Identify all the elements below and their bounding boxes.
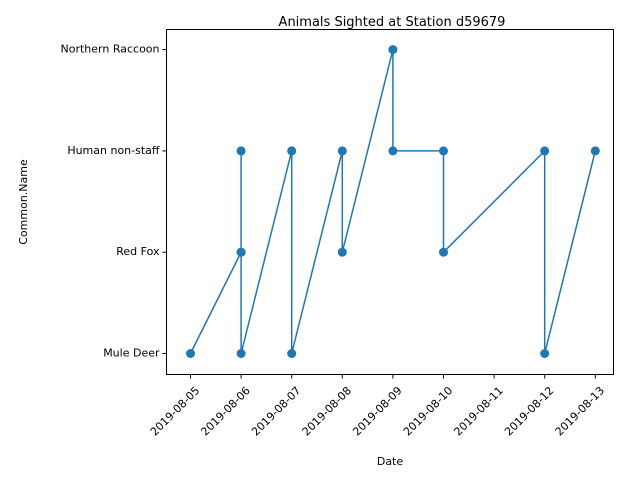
chart-title: Animals Sighted at Station d59679	[279, 15, 506, 30]
data-point	[186, 349, 195, 358]
y-axis-label: Common.Name	[17, 159, 30, 245]
data-point	[337, 146, 347, 156]
data-point	[236, 349, 246, 358]
y-tick-label: Northern Raccoon	[61, 43, 160, 56]
data-point	[287, 349, 297, 358]
data-point	[388, 45, 398, 55]
data-point	[540, 349, 550, 358]
data-point	[388, 146, 398, 156]
plot-area	[186, 45, 600, 358]
data-point	[540, 146, 550, 156]
data-point	[236, 146, 246, 156]
plot-frame	[166, 29, 614, 375]
y-axis-ticks: Mule Deer Red Fox Human non-staff Northern …	[61, 43, 167, 360]
data-point	[337, 247, 347, 257]
y-tick-label: Human non-staff	[67, 144, 160, 157]
data-point	[590, 146, 600, 156]
data-point	[439, 247, 448, 257]
data-point	[439, 146, 448, 156]
data-point	[287, 146, 297, 156]
data-point	[236, 247, 246, 257]
y-tick-label: Mule Deer	[103, 347, 160, 360]
series-line	[189, 48, 597, 355]
x-axis-label: Date	[377, 455, 404, 468]
y-tick-label: Red Fox	[116, 245, 160, 258]
